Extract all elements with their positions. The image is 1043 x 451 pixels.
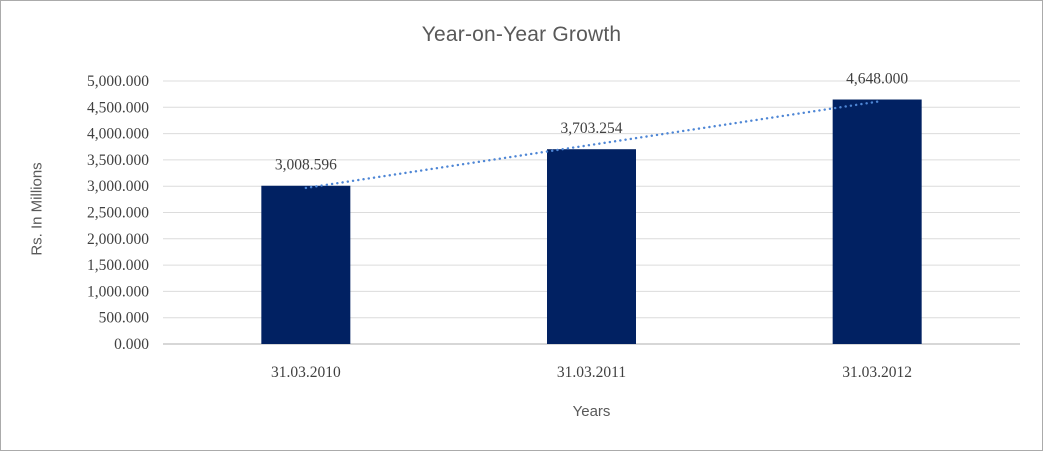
bar-data-label: 3,703.254 xyxy=(561,120,623,137)
bars-group xyxy=(261,99,922,344)
trendline-group xyxy=(304,100,879,190)
y-tick-labels-group: 0.000 500.000 1,000.000 1,500.000 2,000.000 2… xyxy=(87,73,149,353)
y-tick-label: 500.000 xyxy=(99,310,150,327)
y-tick-label: 1,500.000 xyxy=(87,257,149,274)
y-tick-label: 4,000.000 xyxy=(87,126,149,143)
y-tick-label: 4,500.000 xyxy=(87,99,149,116)
x-category-labels-group: 31.03.2010 31.03.2011 31.03.2012 xyxy=(271,364,912,381)
y-tick-label: 2,000.000 xyxy=(87,231,149,248)
y-tick-label: 2,500.000 xyxy=(87,205,149,222)
y-tick-label: 5,000.000 xyxy=(87,73,149,90)
y-tick-label: 1,000.000 xyxy=(87,283,149,300)
data-labels-group: 3,008.596 3,703.254 4,648.000 xyxy=(275,71,909,174)
bar xyxy=(547,149,636,344)
y-tick-label: 0.000 xyxy=(114,336,149,353)
x-category-label: 31.03.2011 xyxy=(557,364,626,381)
x-category-label: 31.03.2010 xyxy=(271,364,341,381)
bar xyxy=(261,185,351,344)
x-category-label: 31.03.2012 xyxy=(842,364,912,381)
x-axis-title: Years xyxy=(572,403,611,420)
bar-data-label: 4,648.000 xyxy=(846,71,908,88)
trendline-dotted xyxy=(304,100,879,190)
y-tick-label: 3,500.000 xyxy=(87,152,149,169)
chart-title: Year-on-Year Growth xyxy=(421,23,622,46)
bar xyxy=(832,99,922,344)
bar-data-label: 3,008.596 xyxy=(275,157,337,174)
y-tick-label: 3,000.000 xyxy=(87,178,149,195)
